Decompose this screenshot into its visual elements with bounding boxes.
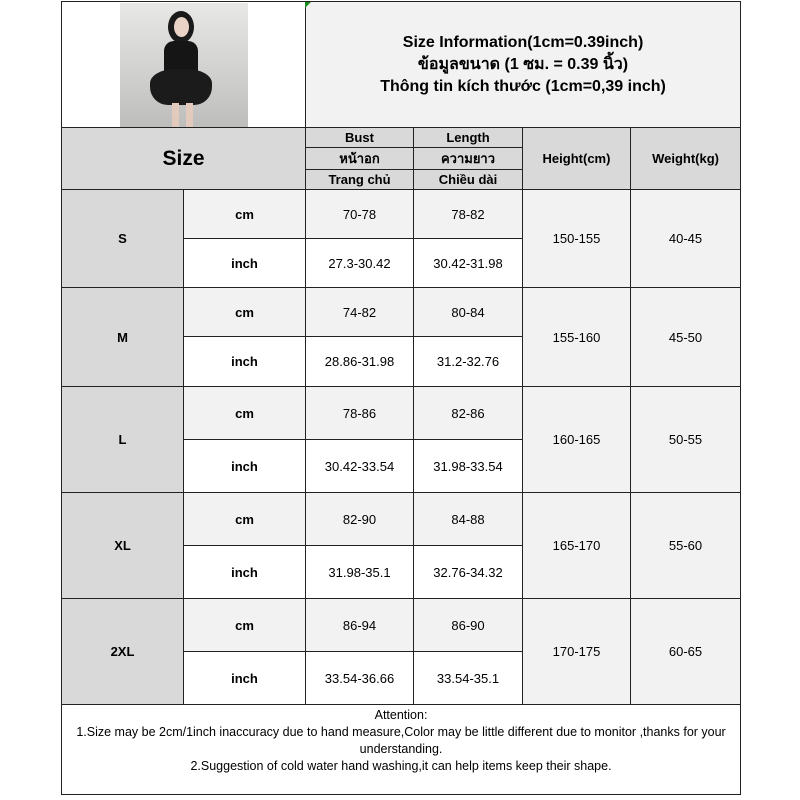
title-thai: ข้อมูลขนาด (1 ซม. = 0.39 นิ้ว) — [417, 55, 629, 73]
unit-inch: inch — [183, 439, 306, 493]
size-label: 2XL — [61, 598, 184, 705]
title-vietnamese: Thông tin kích thước (1cm=0,39 inch) — [380, 77, 666, 95]
weight-range: 45-50 — [629, 287, 742, 387]
bust-cm: 86-94 — [305, 598, 414, 652]
size-label: S — [61, 189, 184, 288]
size-label: M — [61, 287, 184, 387]
size-information-title: Size Information(1cm=0.39inch) ข้อมูลขนา… — [304, 1, 742, 128]
size-label: L — [61, 386, 184, 493]
weight-range: 50-55 — [629, 386, 742, 493]
unit-cm: cm — [183, 189, 306, 239]
bust-inch: 27.3-30.42 — [305, 238, 414, 288]
bust-inch: 28.86-31.98 — [305, 336, 414, 387]
bust-inch: 31.98-35.1 — [305, 545, 414, 599]
bust-inch: 33.54-36.66 — [305, 651, 414, 705]
bust-cm: 70-78 — [305, 189, 414, 239]
weight-range: 40-45 — [629, 189, 742, 288]
bust-inch: 30.42-33.54 — [305, 439, 414, 493]
weight-range: 60-65 — [629, 598, 742, 705]
unit-inch: inch — [183, 651, 306, 705]
bust-cm: 82-90 — [305, 492, 414, 546]
attention-notes: Attention: 1.Size may be 2cm/1inch inacc… — [60, 704, 742, 795]
length-header: Length — [413, 127, 523, 148]
length-inch: 31.2-32.76 — [413, 336, 523, 387]
unit-inch: inch — [183, 238, 306, 288]
length-cm: 82-86 — [413, 386, 523, 440]
size-row-inch: inch 31.98-35.1 32.76-34.32 — [62, 545, 741, 599]
product-photo — [119, 2, 248, 127]
size-row-inch: inch 33.54-36.66 33.54-35.1 — [62, 651, 741, 705]
size-row-cm: M cm 74-82 80-84 155-160 45-50 — [61, 287, 742, 387]
height-range: 150-155 — [522, 189, 631, 288]
height-range: 155-160 — [522, 287, 631, 387]
unit-inch: inch — [183, 545, 306, 599]
weight-header: Weight(kg) — [629, 127, 742, 190]
bust-header-thai: หน้าอก — [305, 147, 414, 170]
bust-header-vietnamese: Trang chủ — [305, 169, 414, 190]
length-header-vietnamese: Chiều dài — [413, 169, 523, 190]
unit-inch: inch — [183, 336, 306, 387]
size-header: Size — [61, 127, 306, 190]
size-chart-table: Size Information(1cm=0.39inch) ข้อมูลขนา… — [60, 1, 742, 795]
attention-title: Attention: — [374, 708, 428, 722]
size-row-cm: XL cm 82-90 84-88 165-170 55-60 — [61, 492, 742, 599]
unit-cm: cm — [183, 386, 306, 440]
attention-line-1: 1.Size may be 2cm/1inch inaccuracy due t… — [76, 725, 726, 756]
length-header-thai: ความยาว — [413, 147, 523, 170]
size-row-inch: inch 30.42-33.54 31.98-33.54 — [62, 439, 741, 493]
size-row-cm: S cm 70-78 78-82 150-155 40-45 — [61, 189, 742, 288]
bust-cm: 74-82 — [305, 287, 414, 337]
length-inch: 30.42-31.98 — [413, 238, 523, 288]
unit-cm: cm — [183, 598, 306, 652]
height-range: 160-165 — [522, 386, 631, 493]
unit-cm: cm — [183, 287, 306, 337]
unit-cm: cm — [183, 492, 306, 546]
length-cm: 84-88 — [413, 492, 523, 546]
length-cm: 86-90 — [413, 598, 523, 652]
size-row-inch: inch 28.86-31.98 31.2-32.76 — [62, 336, 741, 387]
attention-line-2: 2.Suggestion of cold water hand washing,… — [190, 759, 612, 773]
height-range: 165-170 — [522, 492, 631, 599]
size-row-cm: 2XL cm 86-94 86-90 170-175 60-65 — [61, 598, 742, 705]
length-cm: 78-82 — [413, 189, 523, 239]
length-cm: 80-84 — [413, 287, 523, 337]
corner-marker — [305, 2, 311, 8]
title-english: Size Information(1cm=0.39inch) — [402, 33, 644, 51]
size-label: XL — [61, 492, 184, 599]
size-row-inch: inch 27.3-30.42 30.42-31.98 — [62, 238, 741, 288]
bust-cm: 78-86 — [305, 386, 414, 440]
weight-range: 55-60 — [629, 492, 742, 599]
height-header: Height(cm) — [522, 127, 631, 190]
length-inch: 31.98-33.54 — [413, 439, 523, 493]
bust-header: Bust — [305, 127, 414, 148]
size-row-cm: L cm 78-86 82-86 160-165 50-55 — [61, 386, 742, 493]
length-inch: 33.54-35.1 — [413, 651, 523, 705]
height-range: 170-175 — [522, 598, 631, 705]
length-inch: 32.76-34.32 — [413, 545, 523, 599]
product-photo-cell — [61, 1, 306, 128]
